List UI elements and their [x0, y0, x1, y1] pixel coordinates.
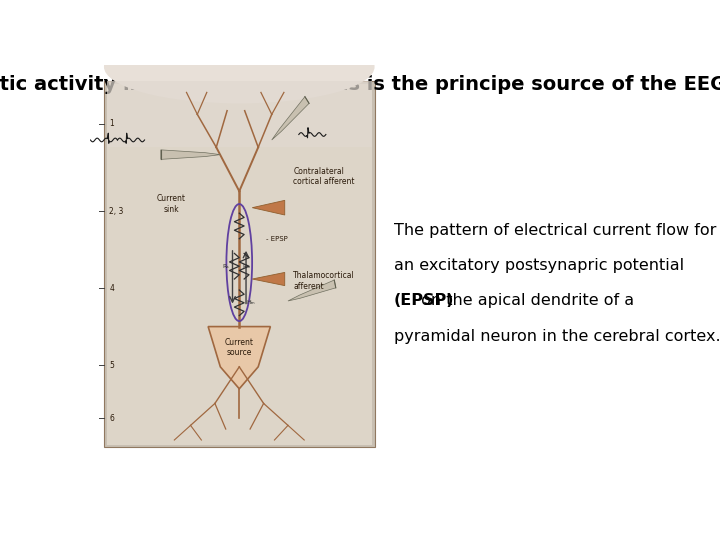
Text: 5: 5	[109, 361, 114, 369]
Text: Synaptic activity in the pyramidal cells is the principe source of the EEG acivi: Synaptic activity in the pyramidal cells…	[0, 75, 720, 94]
Ellipse shape	[104, 30, 374, 103]
Text: Hₘ: Hₘ	[246, 300, 255, 305]
Text: pyramidal neuron in the cerebral cortex.: pyramidal neuron in the cerebral cortex.	[394, 329, 720, 344]
Text: Rₐ: Rₐ	[222, 264, 229, 269]
Text: - EPSP: - EPSP	[266, 236, 288, 242]
Text: Contralateral
cortical afferent: Contralateral cortical afferent	[293, 167, 355, 186]
Text: The pattern of electrical current flow for: The pattern of electrical current flow f…	[394, 223, 716, 238]
Polygon shape	[271, 97, 309, 140]
Text: 1: 1	[109, 119, 114, 128]
Bar	[107, 84, 372, 445]
Text: 4: 4	[109, 284, 114, 293]
Bar	[107, 82, 372, 147]
Text: 6: 6	[109, 414, 114, 423]
Bar	[104, 82, 374, 447]
Polygon shape	[208, 327, 271, 389]
Text: on the apical dendrite of a: on the apical dendrite of a	[416, 294, 634, 308]
Text: Current
sink: Current sink	[157, 194, 186, 214]
Text: Rₘ: Rₘ	[242, 264, 250, 269]
Text: Thalamocortical
afferent: Thalamocortical afferent	[293, 271, 355, 291]
Polygon shape	[252, 273, 284, 286]
Polygon shape	[252, 200, 284, 215]
Text: an excitatory postsynapric potential: an excitatory postsynapric potential	[394, 258, 684, 273]
Text: Current
source: Current source	[225, 338, 253, 357]
Text: 2, 3: 2, 3	[109, 207, 124, 216]
Polygon shape	[161, 150, 220, 159]
Text: (EPSP): (EPSP)	[394, 294, 454, 308]
Polygon shape	[288, 280, 336, 301]
